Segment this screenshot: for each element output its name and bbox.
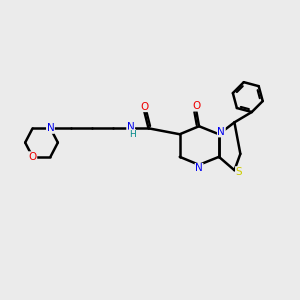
Text: S: S — [236, 167, 242, 177]
Text: O: O — [28, 152, 37, 162]
Text: H: H — [129, 130, 136, 139]
Text: N: N — [218, 127, 225, 137]
Text: N: N — [195, 164, 203, 173]
Text: O: O — [192, 101, 200, 111]
Text: O: O — [140, 102, 148, 112]
Text: N: N — [46, 123, 54, 133]
Text: N: N — [127, 122, 135, 132]
